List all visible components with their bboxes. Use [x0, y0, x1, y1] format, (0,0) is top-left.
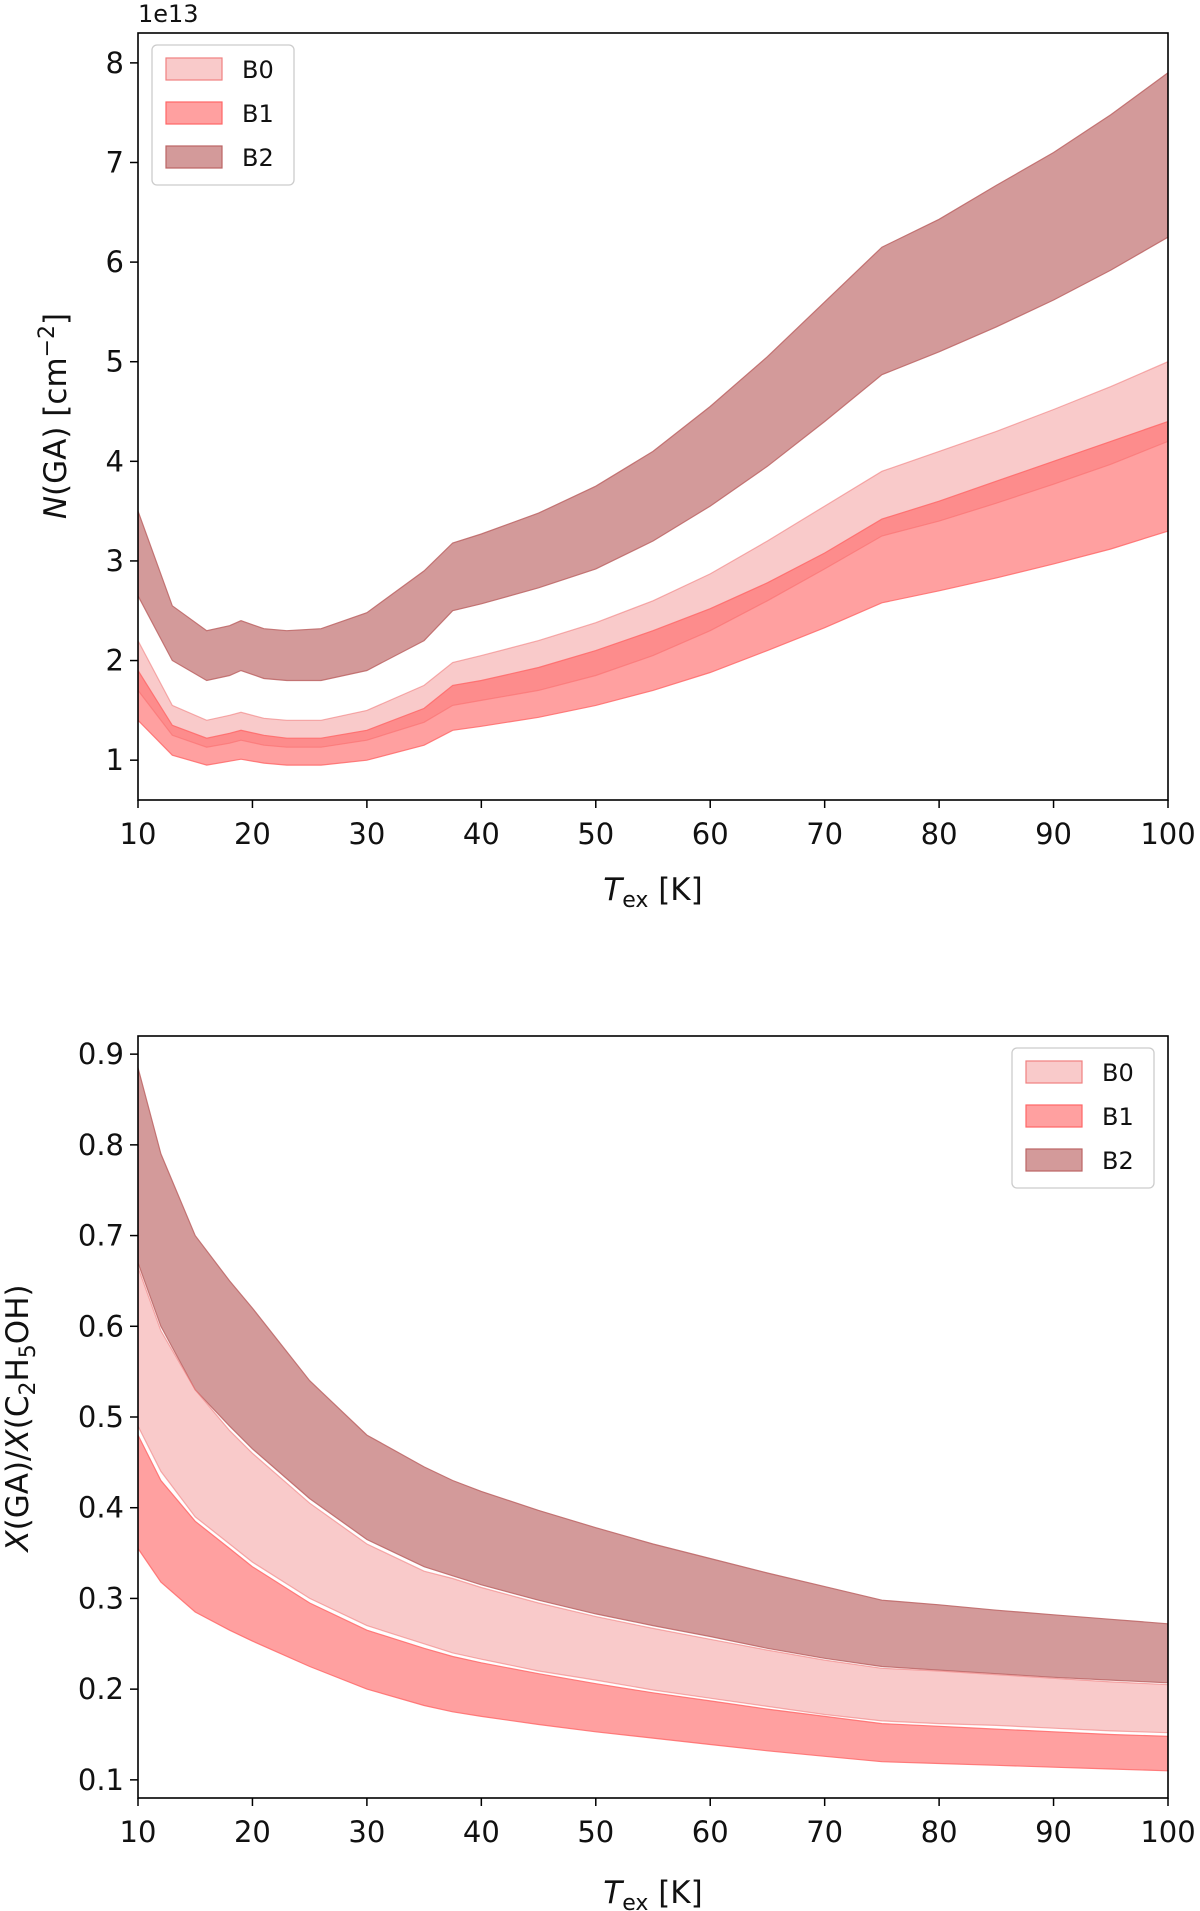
top-x-tick-label: 80	[921, 817, 958, 851]
bottom-x-tick-label: 100	[1140, 1815, 1195, 1849]
top-y-tick-label: 5	[106, 345, 124, 379]
bottom-area-b2	[138, 1067, 1168, 1684]
bottom-x-tick-label: 40	[463, 1815, 500, 1849]
top-x-label-main: T	[603, 872, 624, 908]
top-x-tick-label: 70	[806, 817, 843, 851]
bottom-legend-label-b0: B0	[1102, 1059, 1134, 1087]
bottom-y-label-part: X(GA)/X(C	[0, 1396, 36, 1554]
top-x-tick-label: 30	[348, 817, 385, 851]
bottom-y-tick-label: 0.5	[78, 1400, 124, 1434]
top-legend-swatch-b0	[165, 57, 223, 81]
bottom-x-tick-label: 90	[1035, 1815, 1072, 1849]
bottom-x-label-unit: [K]	[648, 1875, 702, 1911]
bottom-legend-swatch-b2	[1025, 1148, 1083, 1172]
top-x-label-sub: ex	[622, 888, 648, 913]
top-x-ticks: 10 20 30 40 50 60 70 80 90 100	[120, 800, 1196, 851]
top-x-tick-label: 10	[120, 817, 157, 851]
bottom-area-b1	[138, 1434, 1168, 1772]
bottom-plot-area	[138, 1067, 1168, 1772]
top-area-b2	[138, 72, 1168, 682]
bottom-y-label-seg: (C	[0, 1396, 36, 1430]
bottom-y-label-part: H	[0, 1358, 36, 1381]
bottom-y-tick-label: 0.1	[78, 1763, 124, 1797]
bottom-x-tick-label: 30	[348, 1815, 385, 1849]
bottom-x-ticks: 10 20 30 40 50 60 70 80 90 100	[120, 1798, 1196, 1849]
top-x-axis-label: Tex [K]	[603, 872, 702, 913]
bottom-y-axis-label: X(GA)/X(C2H5OH)	[0, 1284, 41, 1553]
top-y-tick-label: 4	[106, 444, 124, 478]
top-y-tick-label: 8	[106, 46, 124, 80]
top-y-ticks: 1 2 3 4 5 6 7 8	[106, 46, 138, 777]
bottom-y-tick-label: 0.7	[78, 1219, 124, 1253]
top-y-offset-label: 1e13	[138, 0, 199, 28]
bottom-x-axis-label: Tex [K]	[603, 1875, 702, 1911]
bottom-y-tick-label: 0.8	[78, 1128, 124, 1162]
top-x-label-unit: [K]	[648, 872, 702, 908]
bottom-legend-swatch-b1	[1025, 1104, 1083, 1128]
bottom-x-tick-label: 20	[234, 1815, 271, 1849]
bottom-legend-label-b1: B1	[1102, 1103, 1134, 1131]
top-y-tick-label: 1	[106, 743, 124, 777]
bottom-x-tick-label: 10	[120, 1815, 157, 1849]
top-x-tick-label: 90	[1035, 817, 1072, 851]
top-y-tick-label: 6	[106, 245, 124, 279]
top-y-axis-label: N(GA) [cm−2]	[35, 313, 74, 519]
bottom-y-tick-label: 0.6	[78, 1309, 124, 1343]
bottom-area-b0	[138, 1267, 1168, 1734]
top-x-tick-label: 40	[463, 817, 500, 851]
panel-bottom: 10 20 30 40 50 60 70 80 90 100 0.1 0.2 0.3 0.4 0.5 0.6…	[0, 1035, 1196, 1911]
top-legend-label-b2: B2	[242, 144, 274, 172]
bottom-y-tick-label: 0.4	[78, 1491, 124, 1525]
top-legend-label-b0: B0	[242, 56, 274, 84]
bottom-x-label-main: T	[603, 1875, 624, 1911]
bottom-y-label-part: 2	[16, 1382, 41, 1396]
bottom-legend-label-b2: B2	[1102, 1147, 1134, 1175]
top-x-tick-label: 60	[692, 817, 729, 851]
bottom-legend: B0 B1 B2	[1011, 1047, 1155, 1189]
bottom-x-tick-label: 80	[921, 1815, 958, 1849]
bottom-x-tick-label: 50	[577, 1815, 614, 1849]
top-x-tick-label: 50	[577, 817, 614, 851]
bottom-x-label-sub: ex	[622, 1891, 648, 1911]
top-y-label-italic: N	[38, 496, 74, 519]
top-area-b1	[138, 420, 1168, 766]
top-y-label-prefix: (GA) [cm	[38, 357, 74, 496]
bottom-y-ticks: 0.1 0.2 0.3 0.4 0.5 0.6 0.7 0.8 0.9	[78, 1037, 138, 1797]
bottom-y-tick-label: 0.3	[78, 1581, 124, 1615]
bottom-legend-swatch-b0	[1025, 1060, 1083, 1084]
bottom-y-label-part: OH)	[0, 1284, 36, 1344]
bottom-x-tick-label: 60	[692, 1815, 729, 1849]
top-legend-swatch-b2	[165, 145, 223, 169]
bottom-y-label-seg: X	[0, 1429, 36, 1453]
top-y-label-suffix: ]	[38, 313, 74, 325]
top-y-tick-label: 2	[106, 644, 124, 678]
top-axes-frame	[137, 32, 1169, 801]
panel-top: 10 20 30 40 50 60 70 80 90 100 1 2 3 4 5 6 7 8 1e13 Tex …	[35, 0, 1196, 913]
top-y-tick-label: 3	[106, 544, 124, 578]
top-legend: B0 B1 B2	[151, 44, 295, 186]
bottom-y-label-seg: (GA)/	[0, 1450, 36, 1530]
bottom-y-tick-label: 0.2	[78, 1672, 124, 1706]
top-x-tick-label: 20	[234, 817, 271, 851]
top-plot-area	[138, 72, 1168, 766]
top-y-tick-label: 7	[106, 145, 124, 179]
top-x-tick-label: 100	[1140, 817, 1195, 851]
bottom-x-tick-label: 70	[806, 1815, 843, 1849]
top-legend-swatch-b1	[165, 101, 223, 125]
top-y-label-sup: −2	[35, 325, 60, 357]
bottom-y-tick-label: 0.9	[78, 1037, 124, 1071]
bottom-y-label-part: 5	[16, 1344, 41, 1358]
bottom-y-label-seg: X	[0, 1530, 36, 1554]
top-legend-label-b1: B1	[242, 100, 274, 128]
